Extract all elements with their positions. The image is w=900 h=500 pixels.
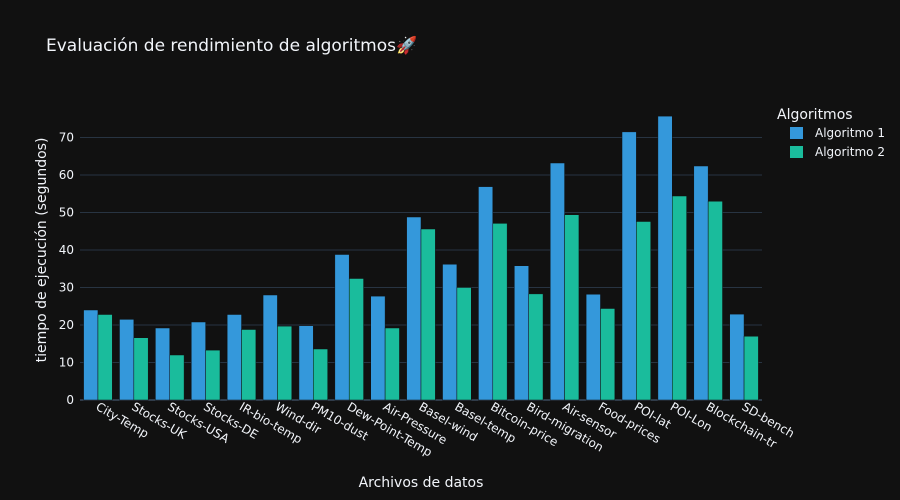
bar-algoritmo-1[interactable] — [621, 131, 637, 401]
bar-algoritmo-1[interactable] — [298, 325, 314, 401]
legend-label[interactable]: Algoritmo 2 — [815, 145, 885, 159]
y-tick-label: 10 — [59, 356, 74, 370]
bar-algoritmo-2[interactable] — [348, 278, 364, 401]
bar-algoritmo-2[interactable] — [528, 293, 544, 401]
bar-algoritmo-2[interactable] — [456, 287, 472, 401]
bar-algoritmo-2[interactable] — [564, 214, 580, 401]
chart-title: Evaluación de rendimiento de algoritmos🚀 — [46, 35, 417, 56]
legend: Algoritmos Algoritmo 1 Algoritmo 2 — [777, 107, 885, 159]
y-tick-label: 20 — [59, 318, 74, 332]
bar-algoritmo-1[interactable] — [657, 115, 673, 401]
y-tick-label: 60 — [59, 168, 74, 182]
legend-swatch[interactable] — [790, 127, 803, 139]
y-tick-label: 50 — [59, 206, 74, 220]
bar-algoritmo-2[interactable] — [600, 308, 616, 401]
x-tick-labels: City-TempStocks-UKStocks-USAStocks-DEIR-… — [93, 399, 796, 459]
y-tick-label: 40 — [59, 243, 74, 257]
bar-algoritmo-1[interactable] — [693, 165, 709, 401]
y-tick-label: 70 — [59, 131, 74, 145]
bar-algoritmo-2[interactable] — [205, 349, 221, 401]
bar-algoritmo-2[interactable] — [707, 201, 723, 401]
bar-algoritmo-2[interactable] — [277, 325, 293, 401]
legend-title: Algoritmos — [777, 107, 853, 123]
bar-algoritmo-1[interactable] — [226, 314, 242, 401]
bar-algoritmo-1[interactable] — [83, 309, 99, 401]
bar-algoritmo-1[interactable] — [370, 295, 386, 401]
bar-algoritmo-2[interactable] — [384, 327, 400, 401]
bar-algoritmo-1[interactable] — [478, 186, 494, 401]
bar-algoritmo-1[interactable] — [406, 216, 422, 401]
bar-algoritmo-2[interactable] — [636, 221, 651, 401]
bar-algoritmo-2[interactable] — [97, 314, 113, 401]
bar-algoritmo-1[interactable] — [155, 327, 170, 401]
legend-label[interactable]: Algoritmo 1 — [815, 126, 885, 140]
bar-algoritmo-1[interactable] — [191, 321, 206, 401]
bar-algoritmo-2[interactable] — [492, 223, 508, 401]
bar-algoritmo-1[interactable] — [585, 294, 601, 401]
bar-algoritmo-1[interactable] — [729, 313, 745, 401]
bar-algoritmo-1[interactable] — [262, 294, 278, 401]
bar-algoritmo-1[interactable] — [514, 265, 529, 401]
y-axis-title: tiempo de ejecución (segundos) — [34, 138, 50, 363]
legend-swatch[interactable] — [790, 146, 803, 158]
bar-algoritmo-1[interactable] — [119, 319, 135, 401]
bar-algoritmo-2[interactable] — [241, 329, 257, 401]
bar-algoritmo-2[interactable] — [169, 354, 185, 401]
y-tick-label: 30 — [59, 281, 74, 295]
bar-algoritmo-2[interactable] — [672, 195, 687, 401]
y-tick-label: 0 — [66, 393, 74, 407]
bars — [83, 115, 759, 401]
y-tick-labels: 0 10 20 30 40 50 60 70 — [59, 131, 74, 408]
bar-algoritmo-2[interactable] — [420, 228, 436, 401]
bar-algoritmo-2[interactable] — [133, 337, 149, 401]
bar-algoritmo-1[interactable] — [334, 254, 350, 401]
x-axis-title: Archivos de datos — [359, 475, 484, 491]
bar-algoritmo-2[interactable] — [313, 348, 328, 401]
bar-algoritmo-1[interactable] — [442, 264, 458, 401]
bar-algoritmo-2[interactable] — [743, 336, 759, 401]
bar-algoritmo-1[interactable] — [549, 162, 565, 401]
